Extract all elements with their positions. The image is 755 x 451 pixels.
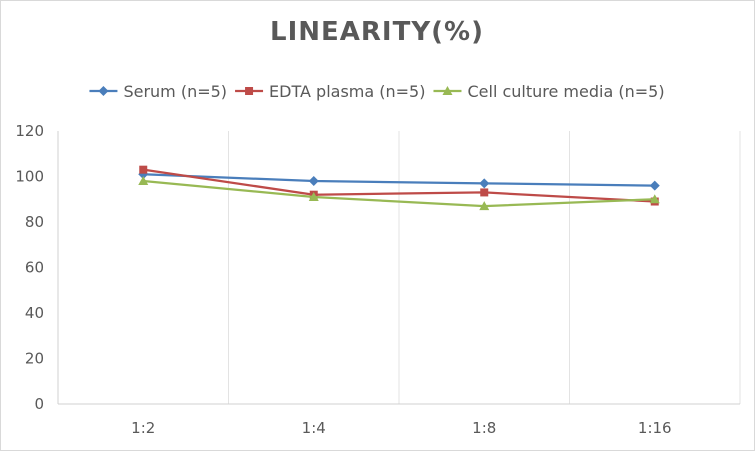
x-tick-label: 1:16	[638, 419, 672, 437]
legend-item: Cell culture media (n=5)	[433, 82, 665, 101]
y-tick-label: 60	[25, 259, 44, 277]
series-3	[138, 176, 660, 211]
legend: Serum (n=5) EDTA plasma (n=5) Cell culture…	[89, 82, 665, 101]
data-point	[308, 191, 319, 201]
data-point	[479, 178, 490, 189]
y-tick-label: 40	[25, 304, 44, 322]
x-tick-label: 1:4	[302, 419, 326, 437]
x-tick-label: 1:2	[131, 419, 155, 437]
legend-item: EDTA plasma (n=5)	[235, 82, 425, 101]
data-point	[649, 180, 660, 191]
series-1	[138, 169, 660, 191]
grid	[228, 131, 741, 404]
legend-item: Serum (n=5)	[89, 82, 227, 101]
data-point	[480, 188, 489, 197]
axes: 0 20 40 60 80 100 120 1:2 1:4 1:8 1:16	[15, 122, 740, 437]
series-line	[143, 168, 655, 203]
x-tick-label: 1:8	[472, 419, 496, 437]
series-line	[143, 173, 655, 187]
legend-swatch-marker	[245, 87, 254, 95]
legend-label: Cell culture media (n=5)	[467, 82, 664, 101]
legend-swatch-marker	[98, 86, 109, 96]
legend-label: EDTA plasma (n=5)	[269, 82, 425, 101]
data-point	[138, 176, 149, 186]
y-tick-label: 100	[15, 168, 44, 186]
legend-label: Serum (n=5)	[123, 82, 227, 101]
y-tick-label: 0	[34, 395, 44, 413]
data-point	[479, 201, 490, 211]
y-tick-label: 80	[25, 213, 44, 231]
series-line	[143, 179, 655, 208]
y-tick-label: 120	[15, 122, 44, 140]
legend-swatch-marker	[442, 86, 453, 95]
data-point	[649, 194, 660, 204]
data-point	[139, 165, 148, 174]
series-layer	[138, 165, 660, 211]
y-tick-label: 20	[25, 350, 44, 368]
chart-title: LINEARITY(%)	[270, 17, 484, 47]
data-point	[308, 176, 319, 187]
